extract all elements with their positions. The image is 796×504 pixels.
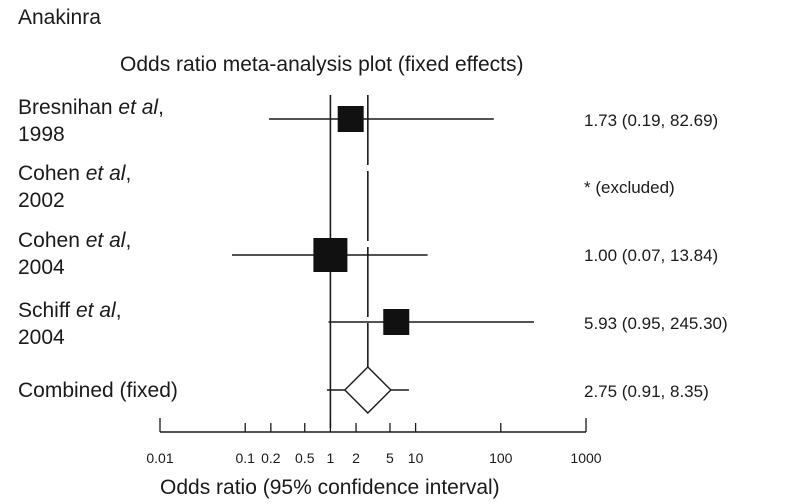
study-etal: et al — [85, 162, 126, 185]
x-tick-label: 0.1 — [235, 450, 255, 466]
x-tick-label: 100 — [489, 450, 513, 466]
top-label: Anakinra — [18, 6, 101, 29]
study-sep: , — [115, 299, 122, 322]
x-tick-label: 0.2 — [261, 450, 281, 466]
result-label-3: 1.00 (0.07, 13.84) — [584, 246, 719, 265]
x-tick-label: 5 — [386, 450, 394, 466]
study-sep: , — [125, 162, 132, 185]
study-year: 2004 — [18, 326, 65, 349]
x-tick-label: 0.5 — [295, 450, 315, 466]
x-tick-label: 0.01 — [146, 450, 173, 466]
x-tick-label: 10 — [408, 450, 424, 466]
study-name: Cohen — [18, 229, 80, 252]
result-label-combined: 2.75 (0.91, 8.35) — [584, 382, 709, 401]
study-year: 1998 — [18, 123, 65, 146]
combined-diamond — [343, 366, 392, 414]
study-year: 2002 — [18, 189, 65, 212]
study-name: Cohen — [18, 162, 80, 185]
result-label-1: 1.73 (0.19, 82.69) — [584, 111, 719, 130]
study-label-2: Cohen et al, 2002 — [18, 160, 131, 214]
result-label-4: 5.93 (0.95, 245.30) — [584, 314, 728, 333]
study-year: 2004 — [18, 256, 65, 279]
combined-label: Combined (fixed) — [18, 379, 178, 402]
study-etal: et al — [118, 96, 159, 119]
study-label-3: Cohen et al, 2004 — [18, 227, 131, 281]
point-estimate-box — [337, 106, 364, 132]
study-label-4: Schiff et al, 2004 — [18, 297, 122, 351]
study-name: Schiff — [18, 299, 71, 322]
study-etal: et al — [76, 299, 116, 322]
point-estimate-box — [383, 309, 410, 335]
result-label-2: * (excluded) — [584, 178, 675, 197]
study-sep: , — [158, 96, 164, 119]
chart-title: Odds ratio meta-analysis plot (fixed eff… — [120, 53, 524, 76]
study-label-1: Bresnihan et al, 1998 — [18, 94, 164, 148]
x-tick-label: 2 — [352, 450, 360, 466]
study-etal: et al — [85, 229, 126, 252]
x-axis-label: Odds ratio (95% confidence interval) — [160, 476, 500, 499]
x-tick-label: 1 — [327, 450, 335, 466]
x-tick-label: 1000 — [570, 450, 601, 466]
study-sep: , — [125, 229, 132, 252]
study-name: Bresnihan — [18, 96, 113, 119]
point-estimate-box — [313, 238, 348, 272]
